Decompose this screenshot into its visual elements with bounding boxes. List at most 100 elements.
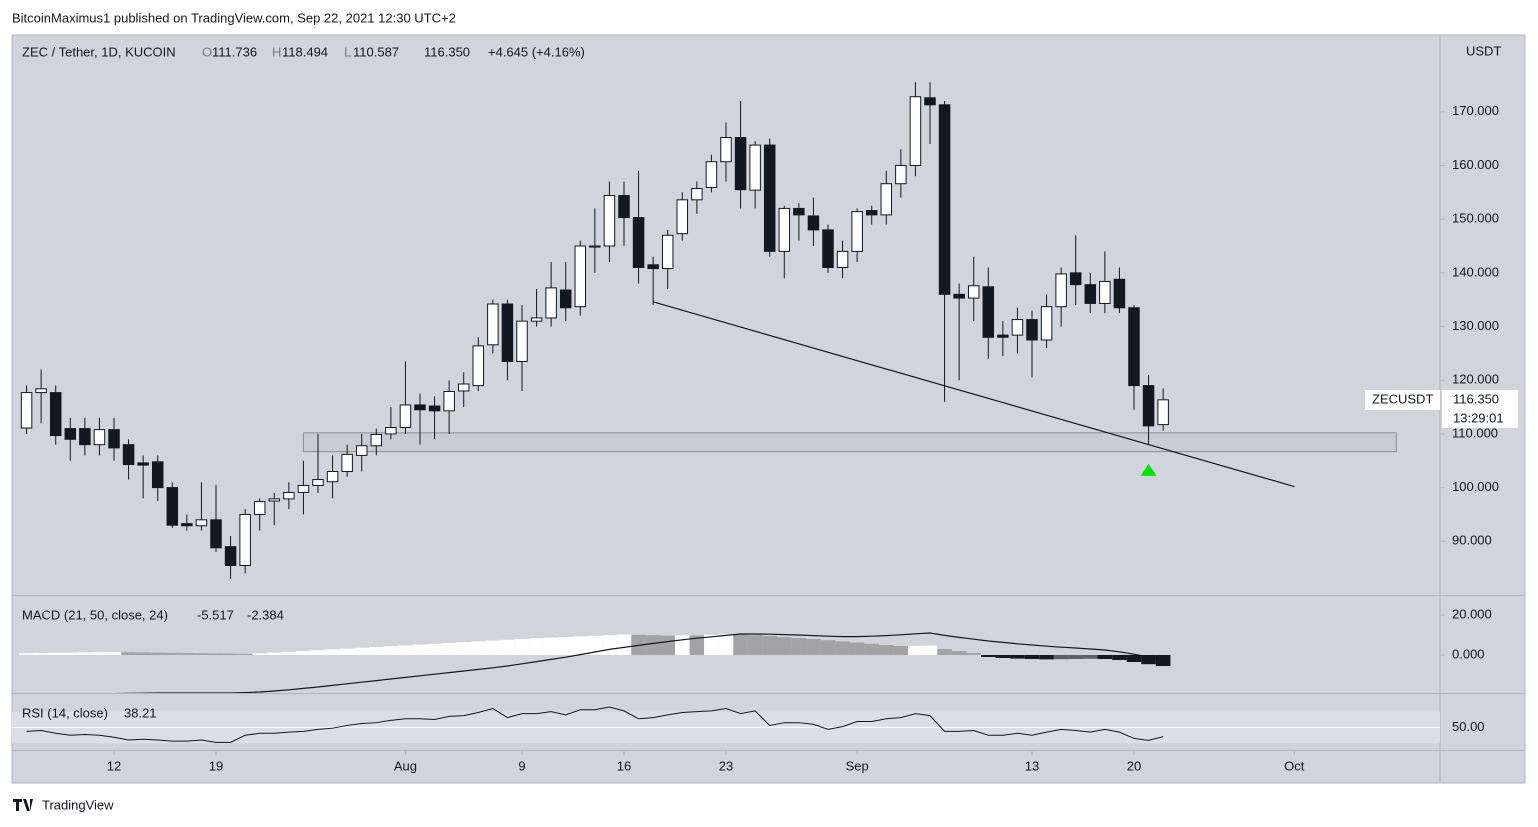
candle-body	[501, 303, 514, 362]
macd-bar	[77, 652, 93, 655]
macd-bar	[908, 645, 923, 655]
candle-body	[1157, 399, 1169, 426]
candle-body	[49, 392, 62, 437]
high-value: 118.494	[282, 44, 328, 59]
candle-body	[895, 164, 907, 185]
macd-bar	[995, 655, 1011, 658]
macd-bar	[573, 636, 588, 655]
macd-signal-line	[113, 632, 1164, 693]
candle-body	[705, 161, 718, 188]
macd-title: MACD (21, 50, close, 24)	[22, 607, 168, 622]
macd-bar	[179, 653, 195, 655]
macd-pane	[19, 632, 1171, 693]
macd-bar	[223, 653, 238, 655]
candle-body	[618, 195, 630, 219]
high-label: H	[272, 44, 281, 59]
candle-body	[312, 479, 324, 486]
candle-body	[370, 433, 383, 447]
macd-bar	[412, 644, 428, 655]
macd-bar	[427, 643, 442, 655]
price-box	[1442, 390, 1518, 428]
macd-bar	[48, 652, 63, 655]
macd-bar	[689, 635, 705, 655]
candle-body	[734, 137, 747, 191]
macd-bar	[616, 634, 632, 655]
open-label: O	[202, 44, 212, 59]
macd-bar	[762, 636, 777, 655]
macd-bar	[165, 652, 180, 655]
macd-bar	[529, 638, 544, 655]
macd-bar	[106, 652, 122, 655]
macd-bar	[704, 634, 719, 655]
candle-body	[545, 287, 557, 319]
macd-bar	[675, 635, 690, 655]
candle-body	[632, 217, 645, 268]
logo	[13, 799, 33, 811]
countdown: 13:29:01	[1453, 410, 1504, 425]
x-tick-label: Oct	[1284, 758, 1305, 773]
rsi-line	[26, 706, 1164, 743]
support-zone	[302, 432, 1397, 453]
labels: 90.000100.000110.000120.000130.000140.00…	[107, 103, 1499, 773]
low-value: 110.587	[353, 44, 399, 59]
candle-body	[1040, 306, 1053, 341]
x-tick-label: 13	[1025, 758, 1039, 773]
candle-body	[355, 445, 368, 456]
macd-bar	[1112, 655, 1127, 660]
candle-body	[268, 498, 281, 502]
y-tick-label: 160.000	[1452, 157, 1499, 172]
macd-bar	[864, 643, 879, 655]
macd-bar	[383, 646, 399, 655]
candle-body	[297, 484, 310, 493]
candle-body	[865, 210, 878, 216]
candle-body	[807, 215, 820, 231]
rsi-title: RSI (14, close)	[22, 705, 108, 720]
y-tick-label: 50.00	[1452, 719, 1485, 734]
candle-body	[516, 320, 528, 362]
author-line: BitcoinMaximus1 published on TradingView…	[12, 10, 456, 25]
x-tick-label: 12	[107, 758, 121, 773]
candle-body	[253, 501, 266, 515]
macd-bar	[63, 652, 78, 655]
footer: TradingView	[13, 797, 114, 812]
close-value: 116.350	[424, 44, 470, 59]
candle-body	[428, 405, 441, 412]
macd-bar	[398, 645, 413, 655]
candle-body	[763, 144, 776, 252]
macd-bar	[194, 653, 209, 655]
buy-marker	[1140, 463, 1157, 476]
candle-body	[487, 303, 499, 346]
macd-bar	[252, 653, 267, 655]
macd-bar	[310, 650, 326, 655]
candle-body	[137, 462, 149, 466]
macd-bar	[325, 649, 340, 655]
price-value: 116.350	[1453, 391, 1499, 406]
y-tick-label: 110.000	[1452, 425, 1498, 440]
macd-bar	[806, 639, 821, 655]
x-tick-label: Sep	[846, 758, 869, 773]
change-value: +4.645 (+4.16%)	[488, 44, 585, 59]
candle-body	[953, 293, 965, 299]
footer-brand: TradingView	[42, 797, 114, 812]
macd-bar	[718, 634, 734, 655]
macd-bar	[1039, 655, 1054, 660]
macd-bar	[922, 645, 938, 655]
candle-body	[778, 207, 791, 252]
low-label: L	[344, 44, 351, 59]
macd-bar	[951, 651, 967, 655]
macd-bar	[208, 653, 224, 655]
y-tick-label: 0.000	[1452, 646, 1485, 661]
candle-body	[1069, 272, 1082, 286]
price-pane	[20, 82, 1397, 579]
macd-readout: -2.384	[247, 607, 284, 622]
macd-bar	[893, 646, 909, 655]
macd-bar	[33, 653, 49, 655]
candle-body	[35, 388, 47, 394]
y-tick-label: 120.000	[1452, 372, 1499, 387]
candle-body	[64, 428, 77, 440]
macd-bar	[1053, 655, 1069, 660]
macd-bar	[1024, 655, 1040, 659]
macd-bar	[587, 635, 603, 655]
candle-body	[385, 426, 397, 435]
candle-body	[749, 144, 761, 191]
